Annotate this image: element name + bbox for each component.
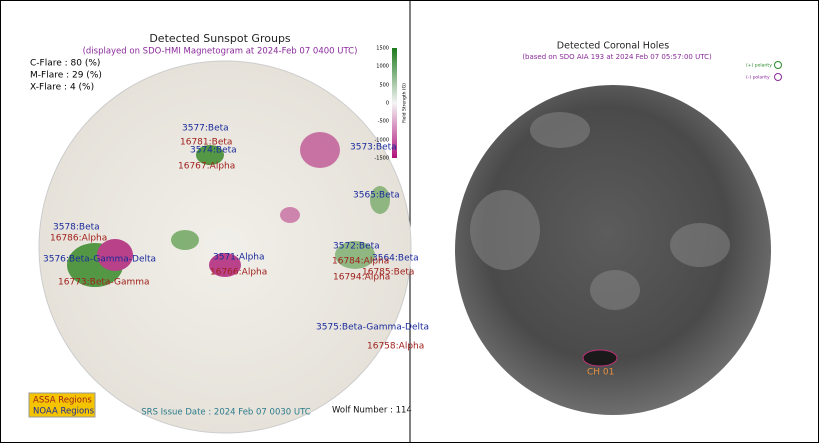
colorbar-tick: -1500 (374, 156, 389, 162)
colorbar-ticks: 1500 1000 500 0 -500 -1000 -1500 (374, 46, 389, 162)
noaa-label: 16784:Alpha (332, 257, 389, 267)
coronal-hole (582, 349, 618, 367)
assa-label: 3564:Beta (372, 254, 419, 264)
assa-label: 3577:Beta (182, 124, 229, 134)
subtitle: (displayed on SDO-HMI Magnetogram at 202… (83, 47, 358, 57)
legend-positive: (+) polarity (746, 63, 772, 69)
assa-label: 3573:Beta (350, 143, 397, 153)
right-panel: Detected Coronal Holes (based on SDO AIA… (455, 41, 782, 415)
legend-negative: (-) polarity (746, 75, 770, 81)
hole-label: CH 01 (587, 368, 614, 378)
legend-negative-symbol (774, 73, 782, 81)
flare: C-Flare : 80 (%) (30, 59, 100, 69)
subtitle: (based on SDO AIA 193 at 2024 Feb 07 05:… (522, 53, 712, 61)
colorbar-tick: 1000 (376, 64, 389, 70)
colorbar-tick: 500 (379, 83, 389, 89)
flare: X-Flare : 4 (%) (30, 83, 94, 93)
assa-label: 3575:Beta-Gamma-Delta (316, 323, 429, 333)
colorbar-label: Field Strength (G) (402, 83, 408, 123)
assa-label: 3578:Beta (53, 223, 100, 233)
assa-label: 3576:Beta-Gamma-Delta (43, 255, 156, 265)
assa-label: 3572:Beta (333, 242, 380, 252)
noaa-label: 16785:Beta (362, 268, 414, 278)
colorbar-tick: -1000 (374, 138, 389, 144)
noaa-label: 16758:Alpha (367, 342, 424, 352)
wolf-number: Wolf Number : 114 (332, 406, 412, 416)
title: Detected Coronal Holes (557, 41, 669, 52)
colorbar-tick: 0 (386, 101, 389, 107)
noaa-label: 16766:Alpha (210, 268, 267, 278)
colorbar-tick: -500 (378, 119, 389, 125)
assa-label: 3565:Beta (353, 191, 400, 201)
colorbar (392, 48, 397, 158)
flare: M-Flare : 29 (%) (30, 71, 102, 81)
noaa-label: 16767:Alpha (178, 162, 235, 172)
bright-regions (470, 112, 730, 310)
assa-label: 3574:Beta (190, 146, 237, 156)
noaa-label: 16786:Alpha (50, 234, 107, 244)
sun-disk (455, 85, 771, 415)
noaa-label: 16794:Alpha (333, 273, 390, 283)
issue-date: SRS Issue Date : 2024 Feb 07 0030 UTC (141, 408, 311, 418)
legend-positive-symbol (774, 61, 782, 69)
noaa-label: 16781:Beta (180, 138, 232, 148)
legend-noaa: NOAA Regions (33, 407, 95, 417)
noaa-label: 16773:Beta-Gamma (58, 278, 150, 288)
left-panel: Detected Sunspot Groups (displayed on SD… (28, 32, 429, 434)
legend-assa: ASSA Regions (33, 396, 92, 406)
magnetic-patches (67, 132, 390, 287)
title: Detected Sunspot Groups (149, 32, 291, 45)
colorbar-tick: 1500 (376, 46, 389, 52)
assa-label: 3571:Alpha (213, 253, 265, 263)
legend-box (28, 392, 96, 418)
